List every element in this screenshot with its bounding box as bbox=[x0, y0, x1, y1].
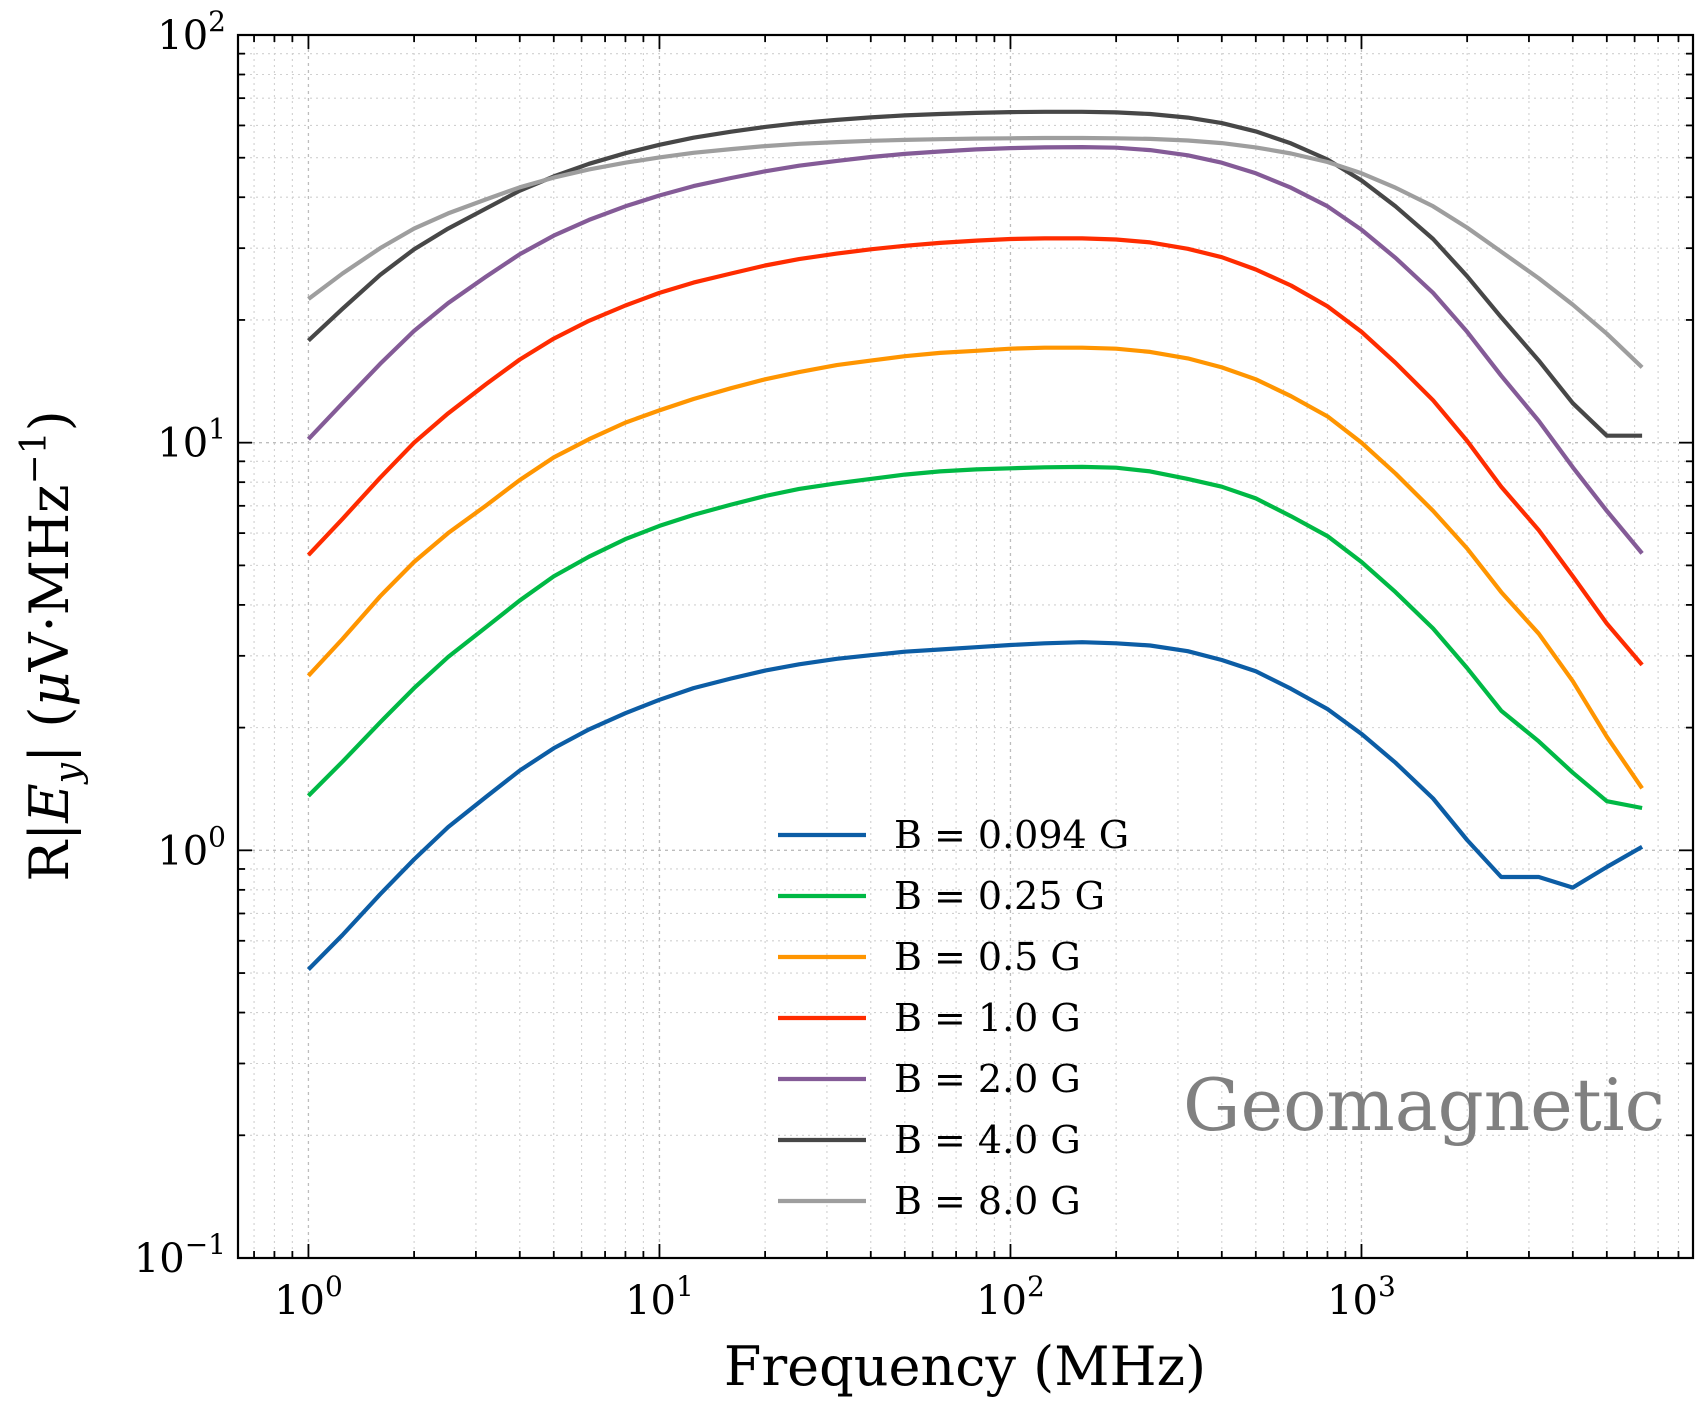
x-axis-title: Frequency (MHz) bbox=[724, 1335, 1206, 1398]
y-tick-label: 102 bbox=[157, 5, 226, 59]
series-line-4 bbox=[306, 145, 1644, 555]
legend-label-4: B = 2.0 G bbox=[894, 1057, 1081, 1101]
x-tick-labels: 100 101 102 103 bbox=[274, 1270, 1396, 1324]
x-tick-label: 102 bbox=[976, 1270, 1045, 1324]
legend-label-6: B = 8.0 G bbox=[894, 1179, 1081, 1223]
legend-label-0: B = 0.094 G bbox=[894, 813, 1129, 857]
series-line-3 bbox=[306, 236, 1644, 667]
legend-label-2: B = 0.5 G bbox=[894, 935, 1081, 979]
y-axis-title: R|Ey| (μV·MHz−1) bbox=[14, 410, 89, 881]
series-lines bbox=[306, 109, 1644, 971]
y-tick-label: 101 bbox=[157, 413, 226, 467]
x-tick-label: 100 bbox=[274, 1270, 343, 1324]
x-tick-label: 103 bbox=[1327, 1270, 1396, 1324]
y-tick-label: 10−1 bbox=[134, 1228, 226, 1282]
legend-label-3: B = 1.0 G bbox=[894, 996, 1081, 1040]
x-tick-label: 101 bbox=[625, 1270, 694, 1324]
legend-label-1: B = 0.25 G bbox=[894, 874, 1105, 918]
legend: B = 0.094 G B = 0.25 G B = 0.5 G B = 1.0 G B… bbox=[778, 813, 1129, 1223]
series-line-6 bbox=[307, 135, 1644, 369]
series-line-0 bbox=[306, 640, 1644, 971]
y-tick-labels: 10−1 100 101 102 bbox=[134, 5, 226, 1282]
plot-frame bbox=[236, 33, 1695, 1260]
legend-label-5: B = 4.0 G bbox=[894, 1118, 1081, 1162]
series-line-2 bbox=[306, 345, 1644, 790]
y-tick-label: 100 bbox=[157, 820, 226, 874]
geomagnetic-annotation: Geomagnetic bbox=[1183, 1063, 1665, 1147]
series-line-1 bbox=[306, 464, 1643, 811]
axis-ticks bbox=[238, 34, 1693, 1259]
